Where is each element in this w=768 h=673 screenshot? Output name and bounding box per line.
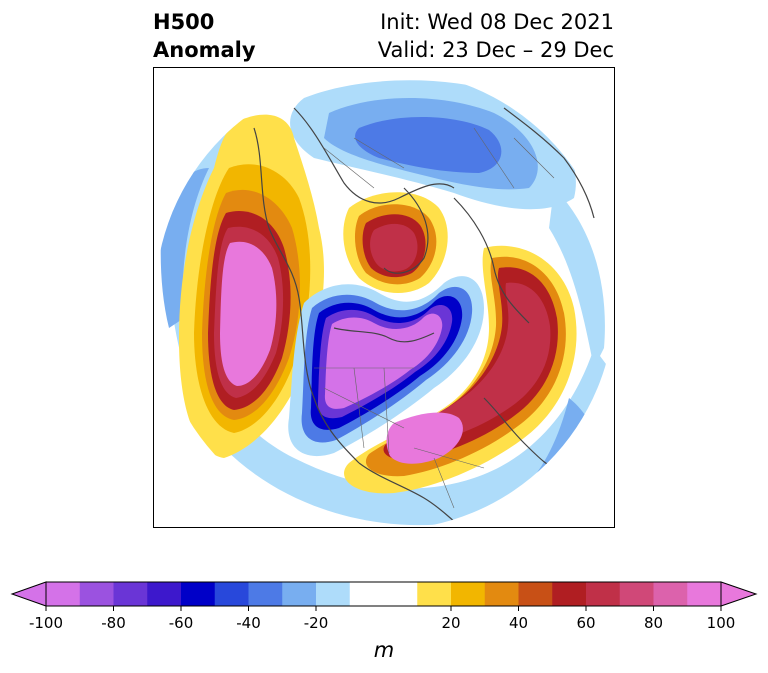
colorbar-extend-low: [10, 581, 47, 607]
colorbar-segment: [552, 582, 587, 606]
title-variable: H500: [153, 10, 215, 34]
colorbar-segment: [248, 582, 283, 606]
anomaly-map: [155, 70, 614, 527]
colorbar-segment: [147, 582, 182, 606]
colorbar: -100 -80 -60 -40 -20 20 40 60 80 100 m: [10, 581, 758, 662]
map-panel: [153, 67, 615, 528]
colorbar-segment: [349, 582, 418, 606]
ring-light-blue: [168, 118, 609, 526]
colorbar-segment: [619, 582, 654, 606]
colorbar-unit: m: [374, 638, 394, 662]
colorbar-segments: [10, 581, 758, 607]
colorbar-outline: [45, 581, 722, 607]
east-ridge-core: [386, 412, 463, 464]
colorbar-segment: [79, 582, 114, 606]
colorbar-segment: [113, 582, 148, 606]
title-left: H500 Anomaly: [153, 8, 256, 64]
west-ridge-core: [220, 241, 277, 386]
colorbar-segment: [214, 582, 249, 606]
north-trough-core: [355, 116, 502, 173]
colorbar-segment: [316, 582, 351, 606]
colorbar-segment: [518, 582, 553, 606]
title-type: Anomaly: [153, 38, 256, 62]
colorbar-ticks: -100 -80 -60 -40 -20 20 40 60 80 100: [29, 606, 735, 632]
colorbar-segment: [282, 582, 317, 606]
colorbar-segment: [586, 582, 621, 606]
colorbar-segment: [451, 582, 486, 606]
east-light-blue: [549, 188, 605, 368]
colorbar-tick-label: 100: [707, 614, 736, 632]
title-valid: Valid: 23 Dec – 29 Dec: [377, 38, 614, 62]
east-ridge-80: [403, 282, 551, 445]
colorbar-tick-label: 80: [644, 614, 663, 632]
colorbar-tick-label: -60: [169, 614, 194, 632]
coastlines: [253, 107, 595, 527]
colorbar-tick-label: -100: [29, 614, 63, 632]
title-init: Init: Wed 08 Dec 2021: [380, 10, 614, 34]
colorbar-segment: [181, 582, 216, 606]
colorbar-tick-label: 40: [509, 614, 528, 632]
colorbar-tick-label: -40: [236, 614, 261, 632]
title-right: Init: Wed 08 Dec 2021 Valid: 23 Dec – 29…: [378, 8, 614, 64]
borders: [314, 127, 555, 509]
colorbar-segment: [46, 582, 81, 606]
anomaly-field: [155, 70, 614, 527]
colorbar-extend-high: [720, 581, 758, 607]
central-trough-core: [324, 313, 443, 409]
colorbar-tick-label: -80: [101, 614, 126, 632]
colorbar-segment: [687, 582, 722, 606]
colorbar-segment: [484, 582, 519, 606]
colorbar-tick-label: 60: [576, 614, 595, 632]
colorbar-segment: [417, 582, 452, 606]
colorbar-segment: [653, 582, 688, 606]
colorbar-tick-label: -20: [304, 614, 329, 632]
greenland-ridge-core: [370, 223, 418, 272]
southeast-blue-core: [532, 473, 559, 499]
colorbar-tick-label: 20: [441, 614, 460, 632]
